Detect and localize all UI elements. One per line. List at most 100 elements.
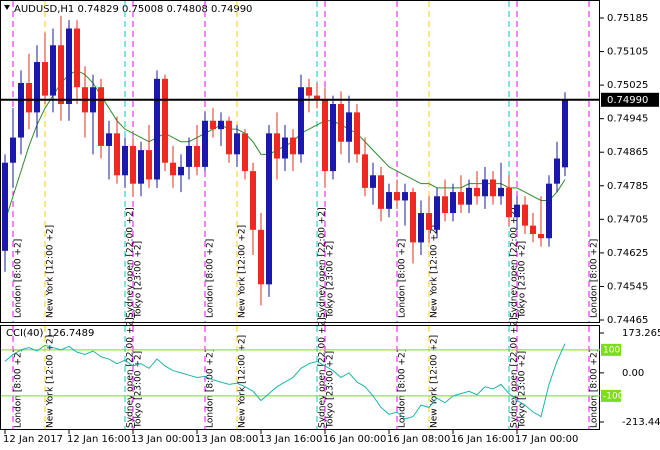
session-label: London [8:00 +2]	[14, 349, 24, 428]
main-frame	[0, 0, 600, 323]
last-price-box	[601, 92, 659, 107]
y-tick-label: 0.75025	[607, 80, 648, 91]
candle-body	[514, 204, 520, 218]
candle-body	[98, 87, 104, 146]
x-tick-label: 12 Jan 16:00	[67, 434, 130, 445]
candle-body	[154, 78, 160, 180]
candle-body	[194, 145, 200, 167]
session-label: Tokyo [23:00 +2]	[134, 241, 144, 319]
candle-body	[42, 62, 48, 96]
x-tick-label: 13 Jan 00:00	[131, 434, 194, 445]
candle-body	[330, 103, 336, 172]
candle-body	[130, 145, 136, 184]
session-label: Sydney open [22:00 +2]	[510, 317, 520, 428]
y-tick-label: 0.75185	[607, 13, 648, 24]
candle-body	[410, 192, 416, 243]
candle-body	[386, 192, 392, 209]
session-label: New York [12:00 +2]	[46, 225, 56, 318]
session-label: Sydney open [22:00 +2]	[318, 207, 328, 318]
level-label: 100	[603, 345, 620, 355]
candle-body	[258, 229, 264, 285]
session-label: Sydney open [22:00 +2]	[126, 207, 136, 318]
candle-body	[314, 95, 320, 100]
candle-body	[58, 45, 64, 104]
candle-body	[554, 158, 560, 184]
session-label: London [8:00 +2]	[14, 239, 24, 318]
candle-body	[18, 83, 24, 138]
candle-body	[34, 62, 40, 113]
candle-body	[450, 192, 456, 214]
candle-body	[346, 112, 352, 142]
candle-body	[282, 137, 288, 159]
session-label: Tokyo [23:00 +2]	[326, 351, 336, 429]
candle-body	[418, 213, 424, 243]
candle-body	[250, 171, 256, 230]
candle-body	[138, 150, 144, 184]
candle-body	[466, 187, 472, 205]
candle-body	[50, 45, 56, 96]
session-label: Tokyo [23:00 +2]	[518, 351, 528, 429]
candle-body	[362, 154, 368, 188]
candle-body	[426, 213, 432, 230]
session-label: London [8:00 +2]	[206, 239, 216, 318]
session-label: Sydney open [22:00 +2]	[318, 317, 328, 428]
last-price-label: 0.74990	[607, 95, 648, 106]
candle-body	[298, 87, 304, 155]
candle-body	[306, 87, 312, 96]
candle-body	[338, 103, 344, 142]
indicator-frame	[0, 325, 600, 430]
x-tick-label: 16 Jan 00:00	[323, 434, 386, 445]
candle-body	[434, 196, 440, 230]
x-tick-label: 17 Jan 00:00	[515, 434, 578, 445]
cci-line	[4, 343, 566, 420]
session-label: Tokyo [23:00 +2]	[326, 241, 336, 319]
menu-arrow[interactable]	[4, 5, 10, 10]
candle-body	[218, 120, 224, 130]
x-tick-label: 13 Jan 16:00	[259, 434, 322, 445]
candle-body	[474, 187, 480, 197]
candle-body	[354, 112, 360, 155]
candle-body	[378, 175, 384, 209]
candle-body	[498, 187, 504, 197]
y-tick-label: 0.74785	[607, 181, 648, 192]
chart-title: AUDUSD,H1 0.74829 0.75008 0.74808 0.7499…	[14, 4, 252, 15]
y-tick-label: -213.4405	[622, 417, 660, 428]
candle-body	[266, 133, 272, 285]
session-label: New York [12:00 +2]	[238, 335, 248, 428]
candle-body	[482, 179, 488, 197]
session-label: New York [12:00 +2]	[430, 335, 440, 428]
y-tick-label: 0.74945	[607, 114, 648, 125]
candle-body	[26, 83, 32, 113]
y-tick-label: 0.74865	[607, 147, 648, 158]
session-label: Tokyo [23:00 +2]	[518, 241, 528, 319]
candle-body	[522, 204, 528, 226]
candle-body	[2, 162, 8, 251]
candle-body	[186, 145, 192, 167]
session-label: London [8:00 +2]	[398, 349, 408, 428]
session-label: New York [12:00 +2]	[238, 225, 248, 318]
candle-body	[274, 133, 280, 159]
y-tick-label: 0.75105	[607, 47, 648, 58]
candle-body	[146, 150, 152, 180]
session-label: London [8:00 +2]	[206, 349, 216, 428]
candle-body	[490, 179, 496, 197]
candle-body	[394, 192, 400, 201]
candle-body	[530, 225, 536, 235]
session-label: Sydney open [22:00 +2]	[510, 207, 520, 318]
y-tick-label: 173.2653	[622, 328, 660, 339]
candle-body	[546, 183, 552, 239]
candle-body	[322, 99, 328, 172]
level-box	[601, 389, 621, 402]
candle-body	[202, 120, 208, 167]
candle-body	[66, 28, 72, 104]
candle-body	[290, 137, 296, 155]
x-tick-label: 16 Jan 08:00	[387, 434, 450, 445]
candle-body	[442, 196, 448, 214]
y-tick-label: 0.74465	[607, 315, 648, 326]
x-tick-label: 12 Jan 2017	[3, 434, 63, 445]
indicator-title: CCI(40) 126.7489	[6, 328, 94, 339]
session-label: London [8:00 +2]	[590, 239, 600, 318]
